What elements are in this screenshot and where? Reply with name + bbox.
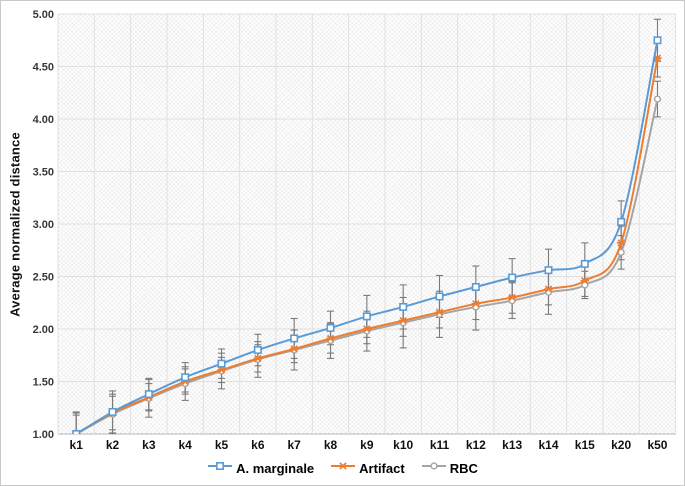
legend-label: RBC bbox=[449, 460, 478, 476]
error-bars bbox=[72, 18, 661, 434]
x-tick-label: k11 bbox=[430, 438, 450, 452]
circle-marker-icon bbox=[421, 459, 447, 477]
y-tick-label: 5.00 bbox=[33, 9, 54, 21]
x-tick-label: k5 bbox=[215, 438, 229, 452]
x-tick-label: k20 bbox=[611, 438, 631, 452]
x-star-marker-icon bbox=[330, 459, 356, 477]
y-tick-label: 1.00 bbox=[33, 429, 54, 441]
x-tick-label: k4 bbox=[179, 438, 193, 452]
legend-item-rbc: RBC bbox=[421, 459, 478, 477]
y-tick-label: 2.00 bbox=[33, 324, 54, 336]
gridlines bbox=[57, 13, 677, 435]
series-artifact bbox=[72, 54, 662, 434]
square-marker-icon bbox=[207, 459, 233, 477]
x-tick-label: k1 bbox=[70, 438, 84, 452]
x-tick-label: k2 bbox=[106, 438, 120, 452]
legend-label: Artifact bbox=[359, 460, 405, 476]
x-tick-label: k9 bbox=[360, 438, 374, 452]
x-tick-label: k14 bbox=[538, 438, 558, 452]
y-axis-ticks: 1.00 1.50 2.00 2.50 3.00 3.50 4.00 4.50 5.00 bbox=[33, 9, 54, 441]
legend: A. marginale Artifact RBC bbox=[1, 458, 684, 478]
x-tick-label: k10 bbox=[393, 438, 413, 452]
x-tick-label: k12 bbox=[466, 438, 486, 452]
legend-label: A. marginale bbox=[236, 460, 315, 476]
y-tick-label: 2.50 bbox=[33, 272, 54, 284]
x-tick-label: k6 bbox=[251, 438, 265, 452]
y-tick-label: 4.50 bbox=[33, 62, 54, 74]
x-tick-label: k50 bbox=[647, 438, 667, 452]
series-rbc bbox=[72, 95, 662, 434]
y-tick-label: 3.00 bbox=[33, 219, 54, 231]
x-tick-label: k15 bbox=[575, 438, 595, 452]
x-tick-label: k13 bbox=[502, 438, 522, 452]
x-tick-label: k3 bbox=[142, 438, 156, 452]
y-tick-label: 4.00 bbox=[33, 114, 54, 126]
x-axis-ticks: k1 k2 k3 k4 k5 k6 k7 k8 k9 k10 k11 k12 k13 k14 k15 k20 k… bbox=[70, 438, 668, 452]
series-a-marginale bbox=[72, 36, 662, 434]
y-tick-label: 1.50 bbox=[33, 377, 54, 389]
legend-item-a-marginale: A. marginale bbox=[207, 459, 314, 477]
x-tick-label: k7 bbox=[288, 438, 302, 452]
legend-item-artifact: Artifact bbox=[330, 459, 405, 477]
y-tick-label: 3.50 bbox=[33, 167, 54, 179]
x-tick-label: k8 bbox=[324, 438, 338, 452]
